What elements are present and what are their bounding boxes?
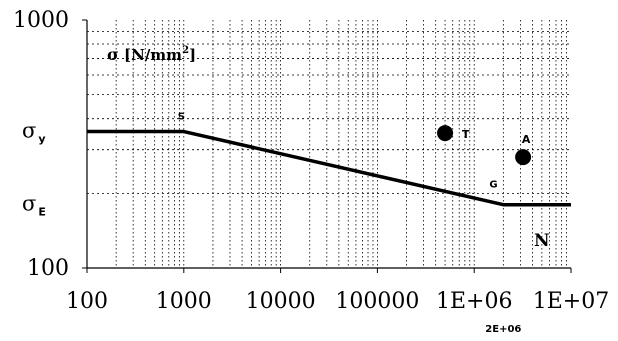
data-point-t bbox=[437, 125, 454, 142]
point-label-a: A bbox=[522, 133, 531, 146]
axes-layer: 100 1000 10000 100000 1E+06 1E+07 100 1000 bbox=[13, 8, 609, 314]
sn-curve-line bbox=[87, 129, 571, 207]
series-layer bbox=[87, 129, 571, 207]
x-tick-label: 1E+06 bbox=[436, 289, 512, 314]
y-tick-label: 1000 bbox=[13, 8, 69, 33]
data-point-a bbox=[515, 149, 532, 166]
unit-label: σ [N/mm2] bbox=[107, 45, 196, 64]
x-tick-label: 1E+07 bbox=[533, 289, 609, 314]
y-tick-label: 100 bbox=[27, 256, 69, 281]
point-label-s: S bbox=[178, 112, 185, 123]
point-label-g: G bbox=[489, 180, 497, 191]
x-tick-label: 100000 bbox=[335, 289, 419, 314]
x-tick-label: 10000 bbox=[246, 289, 316, 314]
labels-layer: σ [N/mm2] σ y σ E S G N 2E+06 bbox=[22, 45, 550, 335]
x-tick-label: 100 bbox=[66, 289, 108, 314]
x-tick-label: 1000 bbox=[156, 289, 212, 314]
n-axis-label: N bbox=[534, 231, 550, 251]
point-label-t: T bbox=[462, 128, 470, 141]
grid-layer bbox=[87, 20, 571, 268]
x-extra-tick-label: 2E+06 bbox=[485, 324, 521, 335]
